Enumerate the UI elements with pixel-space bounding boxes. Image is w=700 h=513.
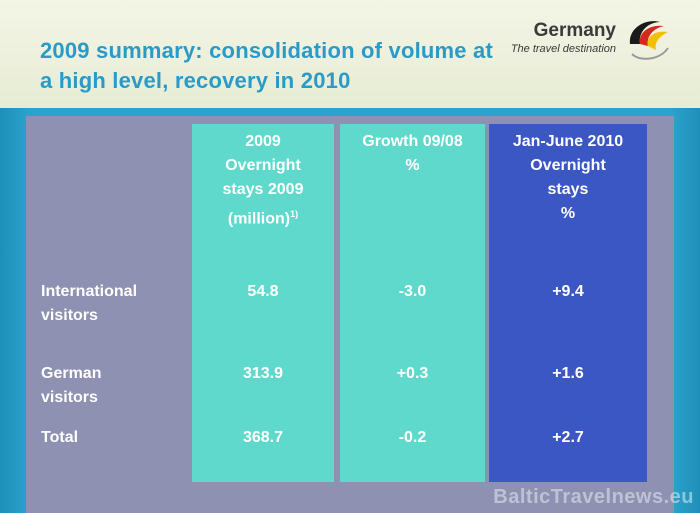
header-line: Overnight [530, 157, 606, 174]
cell-stays: 368.7 [242, 429, 284, 446]
row-label-german: German visitors [41, 362, 191, 410]
header-line: Jan-June 2010 [512, 133, 624, 150]
row-label-line: Total [41, 429, 79, 446]
header-line: Overnight [225, 157, 301, 174]
cell-growth: -3.0 [398, 283, 427, 300]
row-label-total: Total [41, 426, 191, 450]
watermark: BalticTravelnews.eu [493, 486, 694, 508]
header-line: stays 2009 [222, 181, 304, 198]
slide-header [0, 0, 700, 108]
column-jan-june-2010 [489, 124, 647, 482]
column-overnight-stays-2009 [192, 124, 334, 482]
header-growth: Growth 09/08 % [340, 130, 485, 178]
slide-title: 2009 summary: consolidation of volume at… [40, 38, 494, 93]
flag-swirl-icon [629, 21, 669, 60]
header-overnight-stays-2009: 2009 Overnight stays 2009 (million)1) [192, 130, 334, 231]
header-line: % [560, 205, 576, 222]
row-label-line: visitors [41, 389, 98, 406]
cell-growth: +0.3 [396, 365, 429, 382]
column-growth [340, 124, 485, 482]
row-label-international: International visitors [41, 280, 191, 328]
header-line: (million)1) [192, 202, 334, 231]
cell-h1-2010: +1.6 [552, 365, 584, 382]
cell-stays: 313.9 [242, 365, 284, 382]
cell-h1-2010: +9.4 [552, 283, 584, 300]
row-label-line: visitors [41, 307, 98, 324]
header-jan-june-2010: Jan-June 2010 Overnight stays % [489, 130, 647, 226]
header-line: % [405, 157, 420, 174]
row-label-line: German [41, 365, 102, 382]
header-line: Growth 09/08 [362, 133, 463, 150]
cell-h1-2010: +2.7 [552, 429, 584, 446]
logo: Germany The travel destination [511, 20, 616, 56]
footnote-marker: 1) [290, 209, 299, 219]
header-line: 2009 [245, 133, 281, 150]
logo-tagline: The travel destination [510, 43, 616, 55]
logo-name: Germany [533, 20, 616, 41]
cell-growth: -0.2 [398, 429, 427, 446]
row-label-line: International [41, 283, 138, 300]
cell-stays: 54.8 [247, 283, 279, 300]
header-line: stays [547, 181, 589, 198]
header-text: (million) [227, 210, 291, 228]
